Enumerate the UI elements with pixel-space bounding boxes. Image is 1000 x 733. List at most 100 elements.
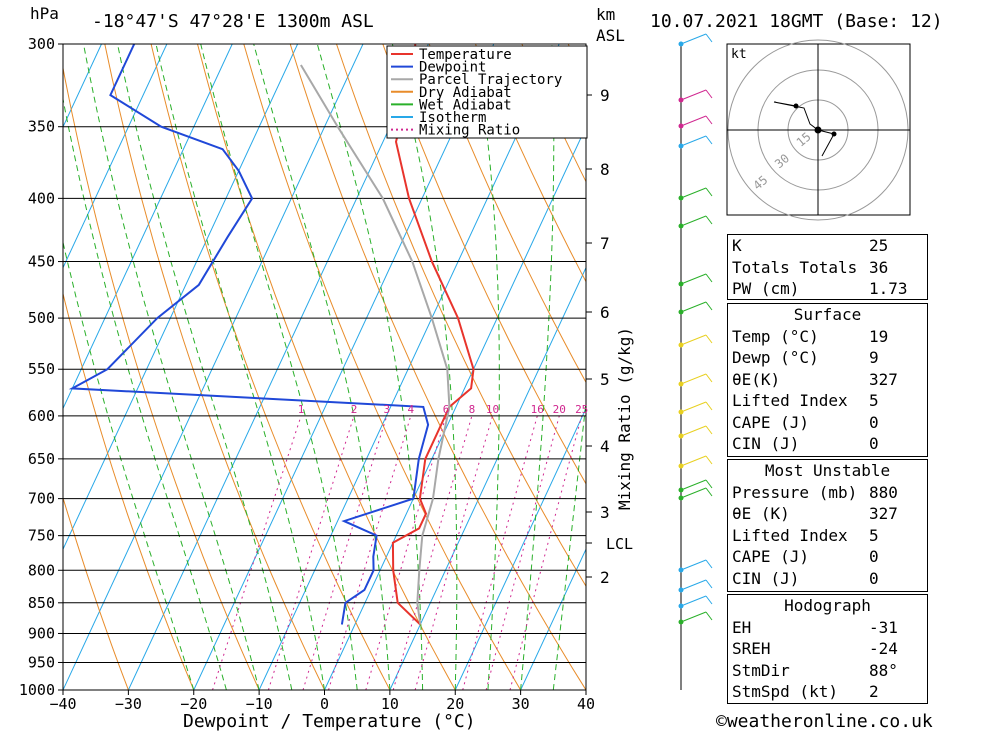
- stat-value: 0: [869, 547, 879, 566]
- stat-row: StmDir 88°: [728, 660, 927, 682]
- stat-value: 0: [869, 412, 879, 432]
- hodograph-stats-panel: Hodograph EH -31 SREH -24 StmDir 88° StmSpd (k…: [727, 594, 928, 704]
- km-tick-label: 6: [600, 303, 610, 322]
- stat-row: EH -31: [728, 617, 927, 639]
- datetime-title: 10.07.2021 18GMT (Base: 12): [650, 11, 943, 32]
- km-tick-label: 4: [600, 437, 610, 456]
- stat-label: CAPE (J): [732, 547, 810, 566]
- stat-value: 19: [869, 326, 889, 346]
- stat-label: Lifted Index: [732, 525, 848, 545]
- temperature-tick-label: 30: [512, 695, 530, 713]
- mixing-ratio-label: 25: [575, 403, 588, 416]
- temperature-tick-label: 0: [320, 695, 329, 713]
- stat-value: 36: [869, 257, 889, 277]
- pressure-tick-label: 850: [28, 594, 55, 612]
- surface-panel: Surface Temp (°C) 19 Dewp (°C) 9 θE(K) 327 Lif…: [727, 303, 928, 457]
- legend-label: Isotherm: [419, 110, 486, 126]
- temperature-tick-label: 10: [381, 695, 399, 713]
- mixing-ratio-label: 8: [469, 403, 476, 416]
- isotherm-line: [127, 44, 429, 690]
- stat-label: SREH: [732, 639, 771, 658]
- stat-row: SREH -24: [728, 638, 927, 660]
- stat-label: θE (K): [732, 504, 790, 523]
- pressure-tick-label: 900: [28, 624, 55, 642]
- profiles: [68, 44, 475, 626]
- km-label: km: [596, 5, 615, 24]
- mixing-ratio-label: 20: [553, 403, 566, 416]
- isotherm-line: [63, 44, 364, 690]
- wind-barb: [680, 215, 713, 227]
- km-tick-label: 5: [600, 370, 610, 389]
- stat-value: 88°: [869, 660, 898, 680]
- legend-label: Dry Adiabat: [419, 85, 512, 101]
- pressure-tick-label: 800: [28, 561, 55, 579]
- wind-barb: [680, 334, 713, 346]
- pressure-tick-label: 550: [28, 360, 55, 378]
- pressure-tick-label: 1000: [19, 681, 55, 699]
- isotherm-line: [63, 44, 299, 551]
- stat-row: Pressure (mb) 880: [728, 482, 927, 504]
- wind-barb: [680, 373, 713, 385]
- stat-value: -24: [869, 639, 898, 658]
- mixing-ratio-line: [462, 415, 538, 690]
- stat-row: Dewp (°C) 9: [728, 347, 927, 369]
- hodograph-marker: [831, 131, 837, 137]
- stat-row: CIN (J) 0: [728, 568, 927, 590]
- mixing-ratio-line: [509, 415, 583, 690]
- stat-row: θE (K) 327: [728, 503, 927, 525]
- asl-label: ASL: [596, 26, 625, 45]
- pressure-tick-label: 650: [28, 450, 55, 468]
- dry-adiabat-line: [289, 44, 586, 690]
- legend-label: Temperature: [419, 47, 512, 63]
- stat-label: Lifted Index: [732, 391, 848, 410]
- hodograph-marker: [793, 103, 799, 109]
- stat-row: CIN (J) 0: [728, 433, 927, 455]
- stat-row: CAPE (J) 0: [728, 412, 927, 434]
- pressure-tick-label: 750: [28, 527, 55, 545]
- dry-adiabat-line: [428, 44, 586, 384]
- indices-panel: K 25 Totals Totals 36 PW (cm) 1.73: [727, 234, 928, 300]
- stat-label: Totals Totals: [732, 257, 858, 277]
- hodograph-unit: kt: [731, 47, 747, 62]
- km-tick-label: 9: [600, 86, 610, 105]
- most-unstable-title: Most Unstable: [764, 461, 891, 480]
- km-tick-label: 7: [600, 234, 610, 253]
- km-tick-label: 8: [600, 160, 610, 179]
- temperature-tick-label: −10: [246, 695, 273, 713]
- temperature-tick-label: −20: [180, 695, 207, 713]
- location-title: -18°47'S 47°28'E 1300m ASL: [92, 11, 374, 32]
- stat-label: StmDir: [732, 660, 790, 680]
- wind-barb: [680, 559, 713, 571]
- stat-label: Pressure (mb): [732, 482, 858, 502]
- mixing-ratio-line: [485, 415, 560, 690]
- wind-barb: [680, 611, 713, 623]
- credit-text: ©weatheronline.co.uk: [716, 711, 933, 732]
- stat-label: θE(K): [732, 369, 781, 389]
- mixing-ratio-label: 3: [383, 403, 390, 416]
- isotherm-line: [454, 407, 586, 690]
- isotherm-line: [520, 548, 586, 690]
- legend-label: Dewpoint: [419, 60, 486, 76]
- wind-profile: [678, 33, 713, 690]
- stat-value: 327: [869, 504, 898, 523]
- wind-barb: [680, 89, 713, 101]
- isobars: [63, 43, 586, 691]
- stat-row: Totals Totals 36: [728, 257, 927, 279]
- stat-label: Dewp (°C): [732, 348, 819, 367]
- mixing-ratio-label: 1: [298, 403, 305, 416]
- dry-adiabat-line: [63, 65, 260, 690]
- mixing-ratio-label: 16: [531, 403, 544, 416]
- hodograph-stats-title: Hodograph: [784, 596, 871, 615]
- wind-barb: [680, 455, 713, 467]
- dry-adiabat-line: [382, 44, 586, 485]
- stat-label: CIN (J): [732, 568, 800, 588]
- dry-adiabat-line: [197, 44, 456, 690]
- wind-barb: [680, 115, 713, 127]
- pressure-tick-label: 400: [28, 189, 55, 207]
- stat-label: CAPE (J): [732, 412, 810, 432]
- pressure-tick-label: 300: [28, 35, 55, 53]
- stat-row: Lifted Index 5: [728, 390, 927, 412]
- legend-label: Wet Adiabat: [419, 97, 512, 113]
- stat-value: 0: [869, 434, 879, 453]
